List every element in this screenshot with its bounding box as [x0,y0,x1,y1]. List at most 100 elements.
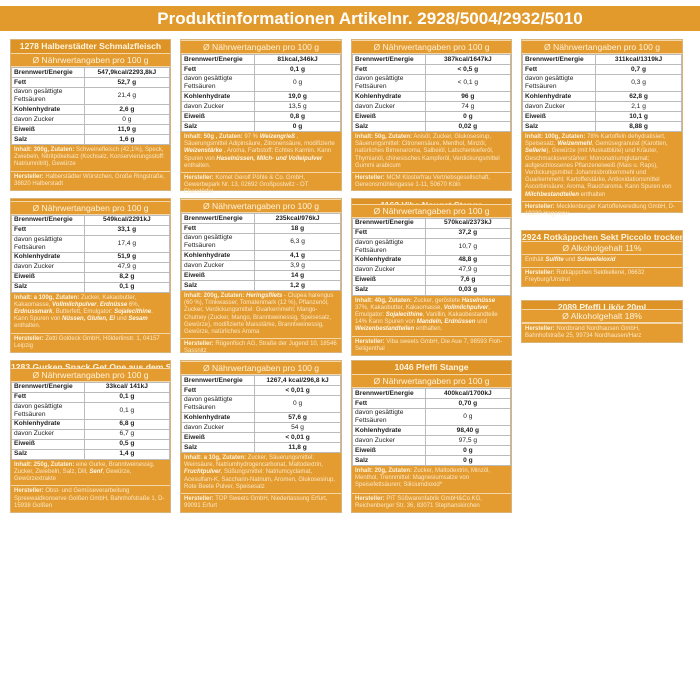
table-row: davon Zucker 2,1 g [521,101,682,112]
table-row: Fett 0,1 g [180,64,341,75]
ingredient-segment: 97 % [242,134,260,140]
nutrient-value: 81kcal,346kJ [254,54,341,65]
nutrient-value: 96 g [424,91,512,102]
manufacturer-text: Hersteller: Rügenfisch AG, Straße der Ju… [181,339,341,357]
manufacturer-text: Hersteller: Mecklenburger Kartoffelvered… [522,202,682,220]
ingredient-segment: Inhalt: 250g, Zutaten: [14,461,75,468]
nutrient-value: 19,0 g [254,91,341,102]
table-row: davon Zucker 47,9 g [352,264,512,276]
manufacturer-value: Halberstädter Würstchen, Große Ringstraß… [14,173,165,187]
table-row: Brennwert/Energie 1267,4 kcal/296,8 kJ [180,375,341,386]
nutrient-label: davon Zucker [352,264,426,276]
ingredient-segment: Weizengrieß [259,134,295,140]
ingredient-segment: 6%, [127,301,140,308]
ingredient-segment: enthalten [579,191,606,198]
product-title: 1188 Rote Grütze Himbeer [181,40,341,41]
nutrient-label: Kohlenhydrate [11,251,85,263]
table-row: Salz 0,03 g [352,284,512,296]
product-card: 1261 SchlagersüßtafelØ Nährwertangaben p… [10,198,171,353]
ingredient-segment: , Emulgator: [355,304,490,318]
ingredient-segment: Weizenmehl [557,141,592,148]
nutrient-value: 1267,4 kcal/296,8 kJ [254,375,341,386]
ingredients-text: Inhalt: 50g , Zutaten: 97 % Weizengrieß … [181,132,341,174]
ingredients-text: Inhalt: 40g, Zutaten: Zucker, geröstete … [352,296,511,337]
table-row: Fett 52,7 g [11,77,171,88]
ingredient-segment: Inhalt: 20g, Zutaten: [355,468,412,474]
nutrient-value: 47,9 g [83,261,171,273]
nutrient-label: davon gesättigte Fettsäuren [180,233,256,251]
nutrient-label: Salz [352,121,426,132]
product-title: 2647 Brausepulver 2 Einzeltüten [181,361,341,362]
manufacturer-value: PIT Süßwarenfabrik GmbH&Co.KG, Reichenbe… [355,495,482,509]
ingredient-segment: - Clupea harengus (60 %), Trinkwasser, T… [184,293,334,336]
nutrient-label: davon Zucker [521,101,597,112]
manufacturer-label: Hersteller: [355,338,385,345]
nutrient-value: 0,1 g [83,281,171,293]
ingredient-segment: , Gewürze, Gewürzextrakte [14,468,132,483]
manufacturer-value: TOP Sweets GmbH, Niederlassung Erfurt, 9… [184,496,328,510]
nutrient-label: Brennwert/Energie [180,213,256,224]
nutrient-label: Eiweiß [11,124,85,135]
ingredients-text: Inhalt: 250g, Zutaten: eine Gurke, Brann… [11,460,170,487]
nutrient-label: Salz [180,280,256,291]
table-row: Salz 0,1 g [11,281,171,293]
ingredients-text: Inhalt: 200g, Zutaten: Heringsfilets - C… [181,291,341,340]
nutrient-label: Eiweiß [11,438,85,450]
manufacturer-label: Hersteller: [525,203,555,210]
ingredient-segment: Fruchtpulver [184,469,221,476]
table-row: Salz 1,6 g [11,134,171,145]
ingredient-segment: Anisöl, Zucker, Glukosesirup, Säuerungsm… [355,134,500,169]
nutrition-table: Brennwert/Energie 570kcal/2373kJ Fett 37,2 … [352,217,512,296]
ingredient-segment: ), Gewürze (mit Muskatblüte) und Kräuter… [525,148,672,191]
table-row: Fett 0,70 g [352,398,512,409]
nutrient-value: 0 g [254,74,341,92]
table-row: Fett < 0,5 g [352,64,512,75]
product-card: 2647 Brausepulver 2 EinzeltütenØ Nährwer… [180,360,342,513]
nutrition-subtitle: Ø Nährwertangaben pro 100 g [352,205,511,218]
table-row: Eiweiß 0 g [352,445,512,456]
ingredient-segment: Erdnüsse [99,301,128,308]
ingredients-text: Inhalt: a 100g, Zutaten: Zucker, Kakaobu… [11,293,170,334]
nutrient-value: 13,5 g [254,101,341,112]
product-card: 1278 Halberstädter Schmalzfleisch Ø Nährw… [10,39,171,191]
nutrient-value: 14 g [254,270,341,281]
table-row: Salz 0 g [180,121,341,132]
nutrient-value: 4,1 g [254,250,341,261]
nutrient-label: Brennwert/Energie [352,388,426,399]
ingredient-segment: Heringsfilets [246,293,283,299]
manufacturer-label: Hersteller: [14,488,44,495]
nutrient-value: 33,1 g [83,224,171,236]
ingredient-segment: eine Gurke, Branntweinessig, Zucker, Zwi… [14,461,155,475]
nutrient-value: 2,6 g [83,104,171,115]
ingredient-segment: und [115,316,129,323]
nutrient-value: 47,9 g [424,264,512,276]
nutrient-value: 10,7 g [424,237,512,256]
nutrient-value: 52,7 g [83,77,171,88]
nutrient-label: davon Zucker [11,261,85,273]
nutrient-label: Fett [180,385,256,396]
manufacturer-text: Hersteller: TOP Sweets GmbH, Niederlassu… [181,494,341,512]
nutrient-label: Brennwert/Energie [11,381,85,393]
nutrition-table: Brennwert/Energie 387kcal/1647kJ Fett < 0,5… [352,54,512,132]
nutrient-value: 17,4 g [83,234,171,253]
table-row: Eiweiß 14 g [180,270,341,281]
nutrient-value: 6,8 g [83,418,171,430]
nutrient-label: Kohlenhydrate [11,418,85,430]
manufacturer-label: Hersteller: [355,495,385,502]
table-row: davon gesättigte Fettsäuren 17,4 g [11,234,171,253]
manufacturer-value: Komet Gerolf Pöhle & Co. GmbH, Gewerbepa… [184,175,309,196]
nutrition-subtitle: Ø Nährwertangaben pro 100 g [11,202,170,215]
table-row: Brennwert/Energie 33kcal/ 141kJ [11,381,171,393]
table-row: Kohlenhydrate 57,6 g [180,412,341,423]
table-row: Salz 0 g [352,455,512,466]
table-row: Kohlenhydrate 2,6 g [11,104,171,115]
ingredient-segment: 78% Kartoffeln dehydratisiert, Speisesal… [525,134,666,148]
nutrition-table: Brennwert/Energie 81kcal,346kJ Fett 0,1 g da… [180,54,341,132]
nutrient-label: Eiweiß [11,271,85,283]
ingredients-text [522,322,682,324]
product-card: 1709 Heringsfilet Tomatencreme 220gØ Näh… [180,198,342,354]
nutrition-subtitle: Ø Nährwertangaben pro 100 g [11,369,170,382]
nutrient-label: Kohlenhydrate [352,254,426,266]
manufacturer-label: Hersteller: [355,175,385,182]
table-row: davon gesättigte Fettsäuren 0,3 g [521,74,682,92]
